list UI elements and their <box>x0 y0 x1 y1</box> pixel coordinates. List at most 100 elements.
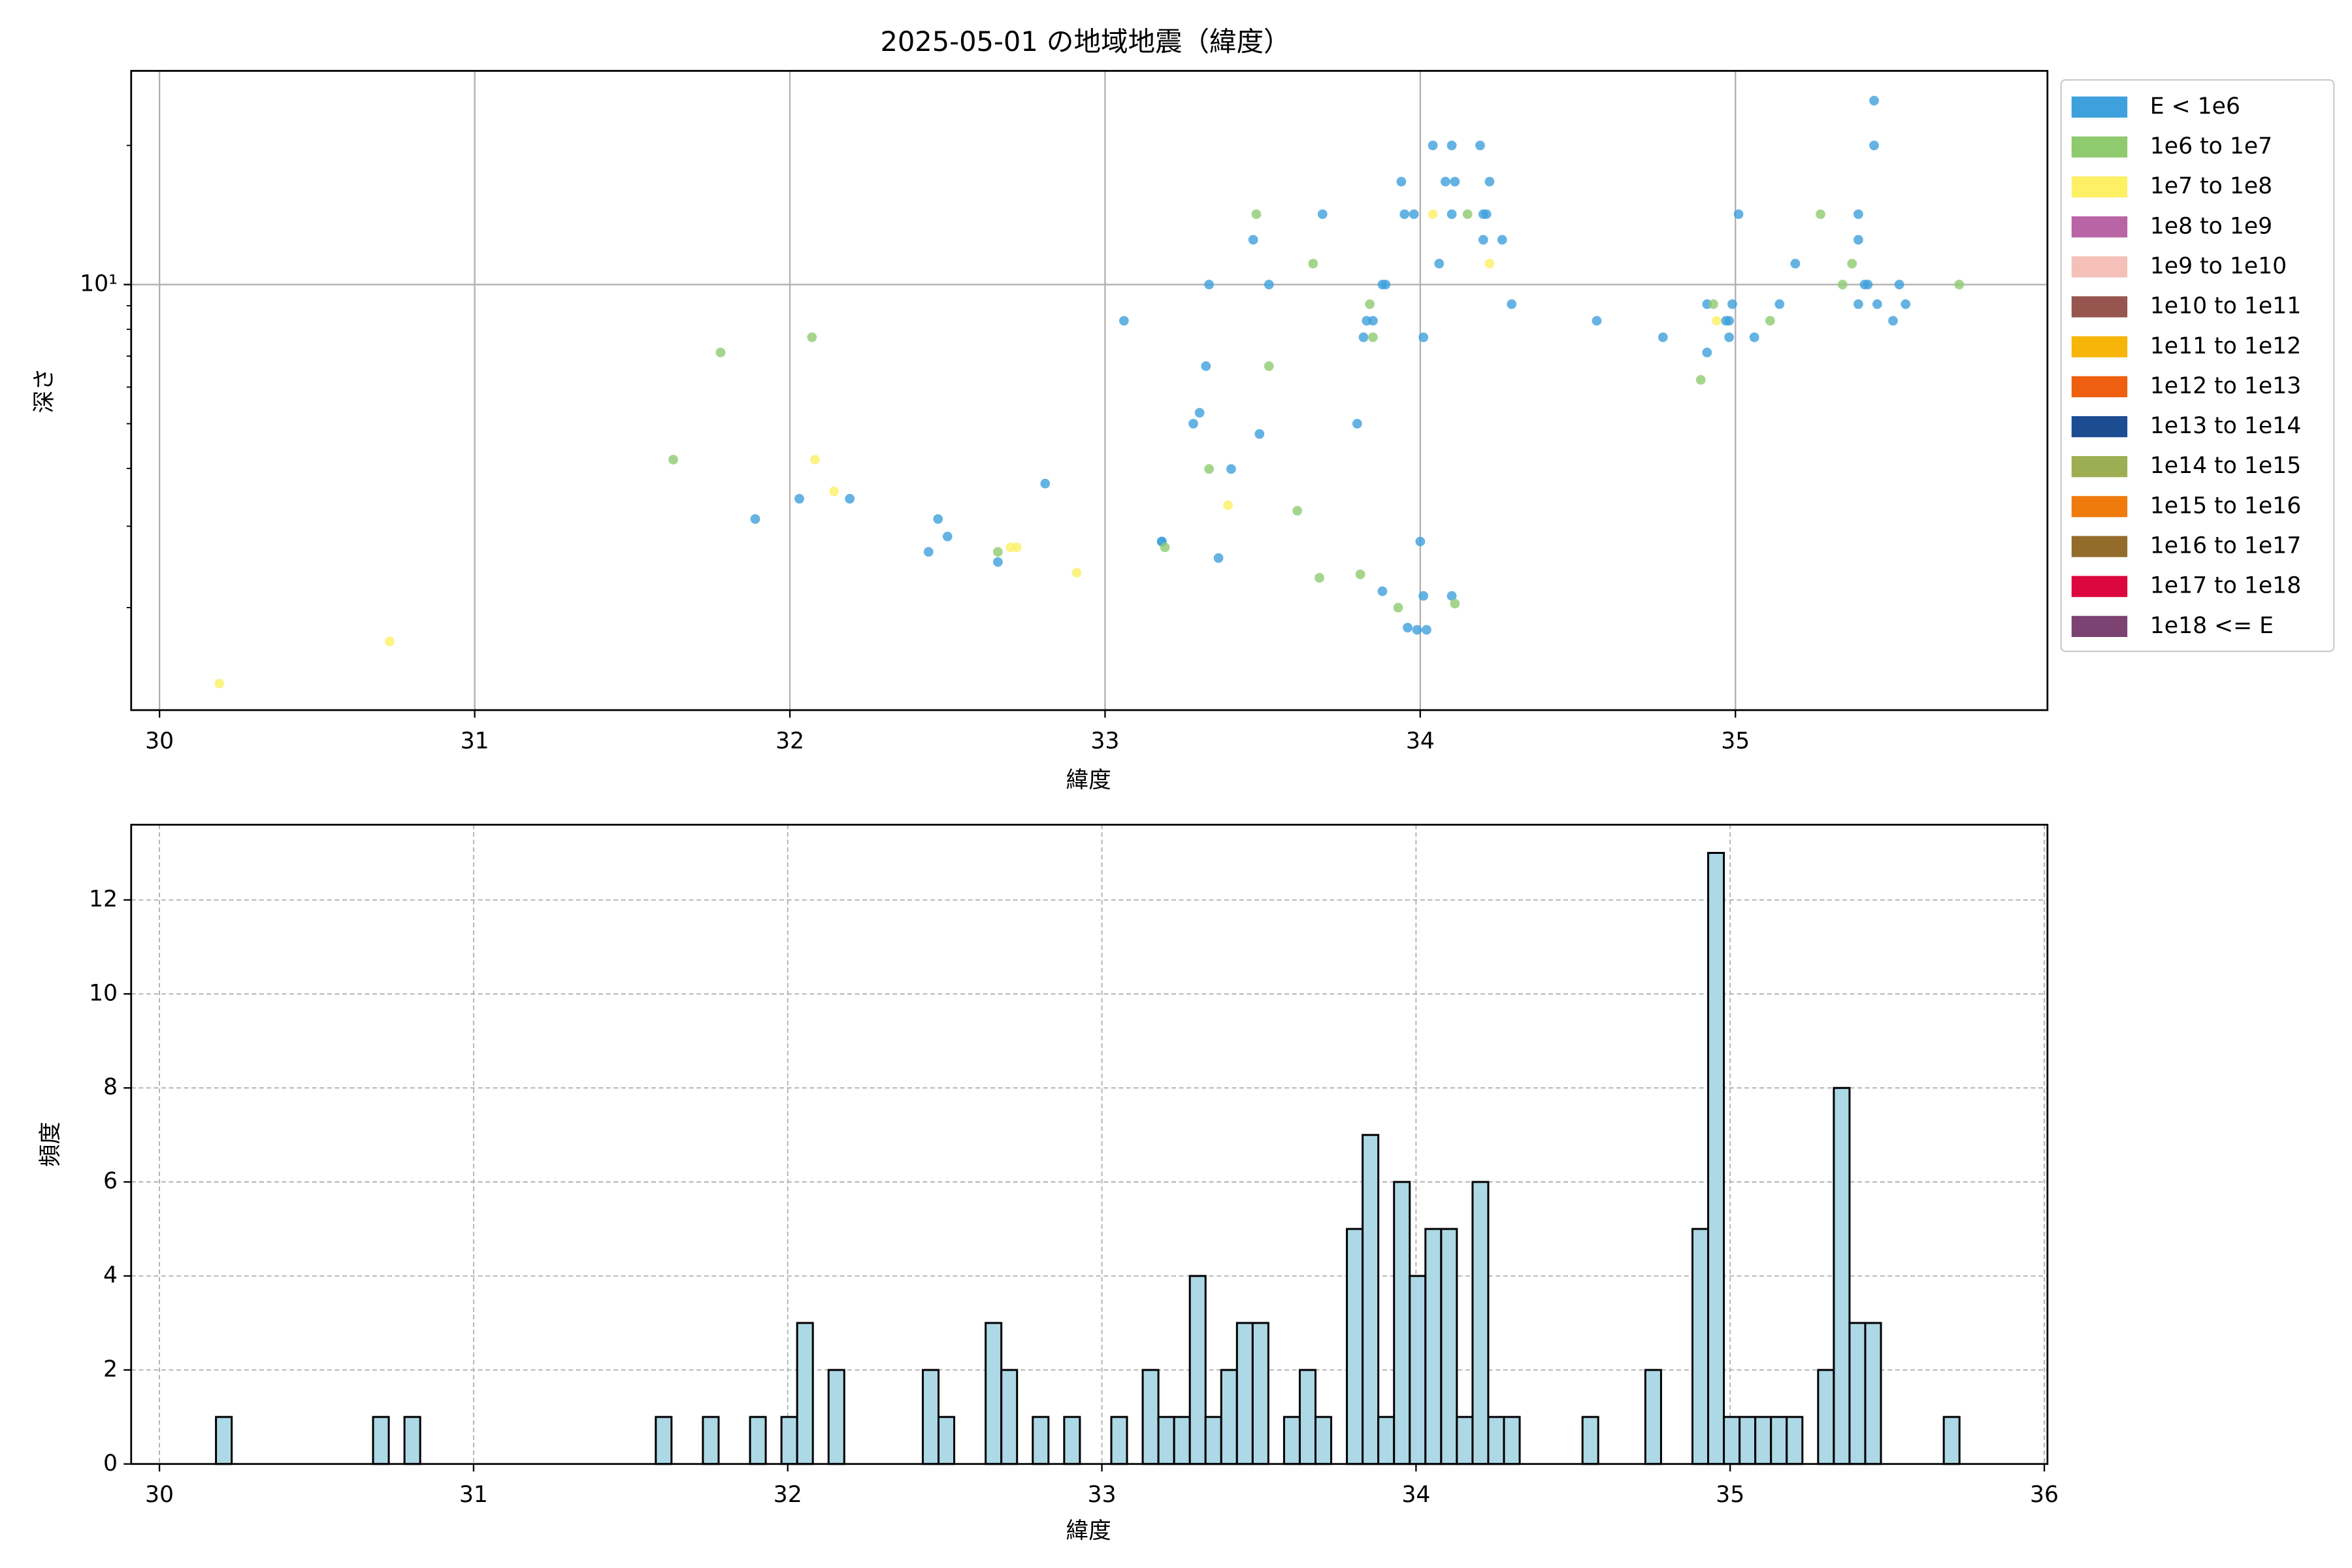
histogram-bar <box>1188 1275 1207 1465</box>
histogram-bar <box>1770 1416 1788 1465</box>
histogram-bar <box>827 1369 845 1465</box>
scatter-point <box>1403 623 1413 633</box>
scatter-point <box>942 531 953 542</box>
scatter-point <box>1446 591 1457 601</box>
histogram-bar <box>1377 1416 1396 1465</box>
histogram-bar <box>796 1322 814 1465</box>
scatter-point <box>794 493 804 504</box>
x-axis-label: 緯度 <box>1066 767 1111 793</box>
y-tick-label: 12 <box>89 886 118 912</box>
scatter-point <box>1315 573 1324 583</box>
scatter-point <box>845 493 855 504</box>
histogram-bar <box>1833 1086 1851 1465</box>
y-axis-label: 頻度 <box>37 1122 63 1167</box>
scatter-point <box>715 348 726 357</box>
scatter-point <box>1708 299 1718 309</box>
scatter-point <box>1188 419 1198 429</box>
histogram-bar <box>215 1416 233 1465</box>
scatter-point <box>1428 140 1438 150</box>
histogram-bar <box>1063 1416 1081 1465</box>
y-tick-label: 4 <box>103 1262 118 1288</box>
scatter-point <box>1358 332 1369 342</box>
histogram-bar <box>1346 1228 1364 1465</box>
histogram-bar <box>1409 1275 1427 1465</box>
scatter-point <box>1380 280 1391 289</box>
scatter-point <box>1462 209 1473 220</box>
histogram-bar <box>1424 1228 1443 1465</box>
histogram-bar <box>1440 1228 1458 1465</box>
scatter-point <box>1160 542 1170 553</box>
x-axis-label: 緯度 <box>1066 1518 1111 1544</box>
legend-swatch <box>2071 336 2128 357</box>
scatter-point <box>1368 316 1378 326</box>
histogram-bar <box>1298 1369 1317 1465</box>
scatter-point <box>1418 591 1429 601</box>
scatter-point <box>1724 332 1734 342</box>
scatter-point <box>1475 140 1485 150</box>
scatter-point <box>1254 429 1265 439</box>
histogram-bar <box>1204 1416 1222 1465</box>
legend-swatch <box>2071 216 2128 238</box>
x-tick-label: 36 <box>2030 1482 2059 1508</box>
histogram-bar <box>403 1416 421 1465</box>
legend-label: 1e13 to 1e14 <box>2150 413 2301 439</box>
legend-swatch <box>2071 576 2128 597</box>
scatter-point <box>1478 235 1488 245</box>
histogram-bar <box>1942 1416 1961 1465</box>
legend-label: E < 1e6 <box>2150 93 2240 120</box>
scatter-point <box>1869 95 1879 106</box>
histogram-bar <box>1315 1416 1333 1465</box>
histogram-bar <box>1235 1322 1254 1465</box>
histogram-bar <box>1362 1134 1380 1465</box>
scatter-point <box>1954 280 1965 289</box>
scatter-point <box>1863 280 1873 289</box>
x-tick-label: 35 <box>1716 1482 1744 1508</box>
scatter-point <box>1396 176 1407 187</box>
legend-label: 1e11 to 1e12 <box>2150 333 2301 359</box>
histogram-bar <box>1157 1416 1175 1465</box>
histogram-bar <box>1581 1416 1599 1465</box>
legend-swatch <box>2071 96 2128 118</box>
legend-label: 1e7 to 1e8 <box>2150 173 2272 199</box>
scatter-point <box>1308 259 1318 269</box>
scatter-point <box>1774 299 1785 309</box>
plot-frame <box>130 70 2049 711</box>
histogram-bar <box>1754 1416 1772 1465</box>
histogram-bar <box>780 1416 798 1465</box>
scatter-point <box>1194 408 1205 418</box>
scatter-point <box>1393 602 1403 613</box>
scatter-point <box>1264 361 1274 371</box>
histogram-bar <box>372 1416 390 1465</box>
scatter-point <box>1695 375 1706 385</box>
scatter-point <box>668 455 678 465</box>
histogram-bar <box>1471 1181 1490 1465</box>
histogram-bar <box>1644 1369 1662 1465</box>
scatter-point <box>1592 316 1602 326</box>
histogram-bar <box>1786 1416 1804 1465</box>
scatter-point <box>1213 553 1224 563</box>
y-tick-label: 2 <box>103 1356 118 1382</box>
scatter-point <box>1434 259 1445 269</box>
histogram-bar <box>1110 1416 1128 1465</box>
scatter-point <box>1724 316 1734 326</box>
histogram-bar <box>1487 1416 1505 1465</box>
scatter-point <box>1854 299 1863 309</box>
legend-label: 1e12 to 1e13 <box>2150 373 2301 399</box>
scatter-point <box>1816 209 1825 220</box>
scatter-point <box>1422 625 1431 635</box>
scatter-point <box>1837 280 1848 289</box>
histogram-bar <box>1000 1369 1019 1465</box>
legend-label: 1e14 to 1e15 <box>2150 453 2301 479</box>
scatter-point <box>1749 332 1759 342</box>
legend-swatch <box>2071 176 2128 198</box>
legend-label: 1e15 to 1e16 <box>2150 493 2301 519</box>
scatter-point <box>1484 259 1495 269</box>
scatter-point <box>993 557 1003 567</box>
legend-swatch <box>2071 296 2128 318</box>
x-tick-label: 34 <box>1406 728 1435 754</box>
histogram-bar <box>749 1416 767 1465</box>
x-tick-label: 33 <box>1088 1482 1117 1508</box>
legend-label: 1e18 <= E <box>2150 613 2274 639</box>
scatter-point <box>1409 209 1419 220</box>
